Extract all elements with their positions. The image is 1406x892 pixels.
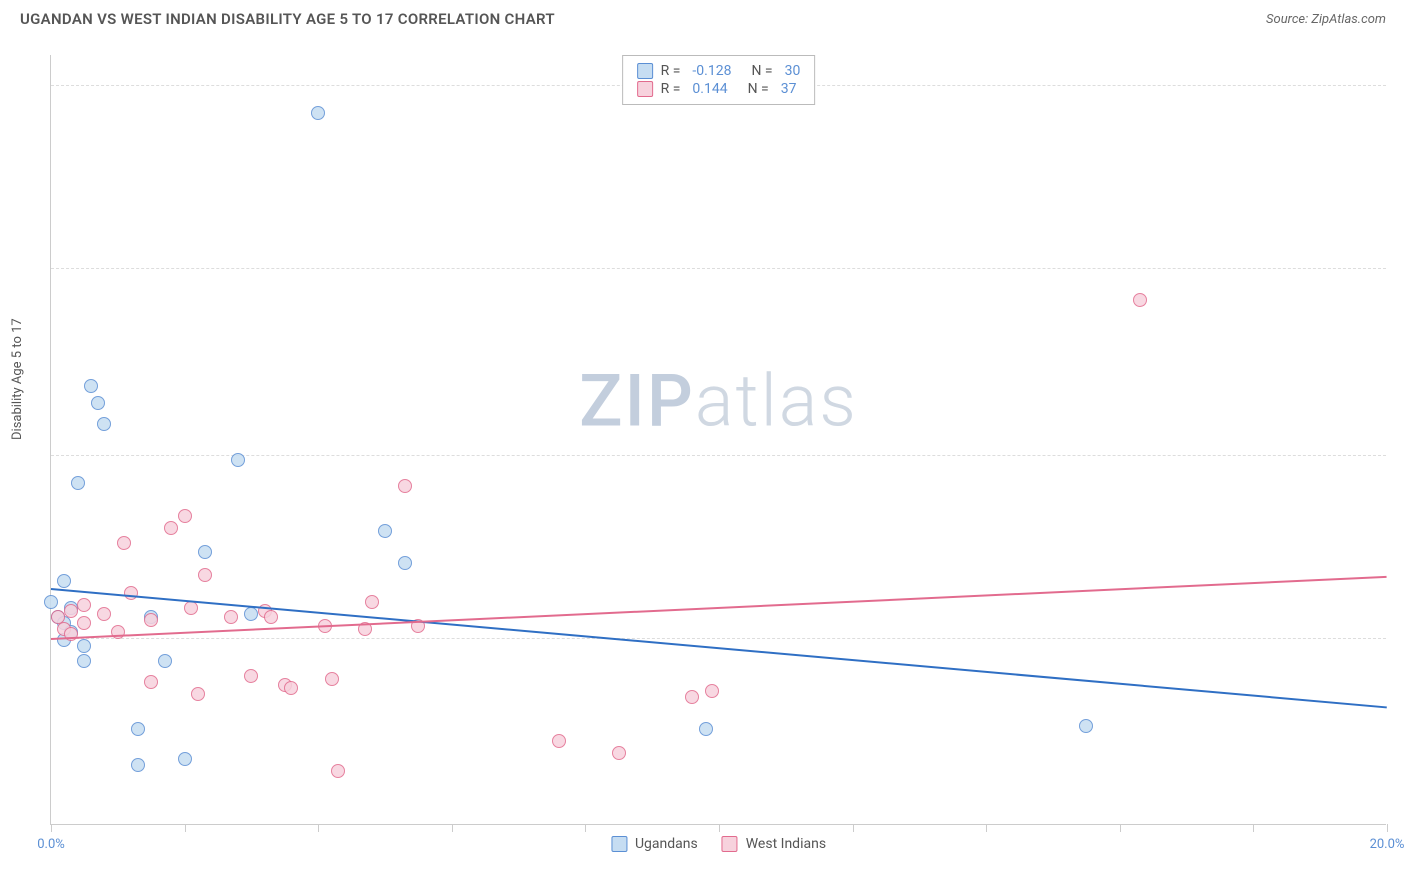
x-tick (585, 824, 586, 832)
data-point (365, 595, 379, 609)
x-tick-label: 0.0% (37, 837, 65, 852)
data-point (178, 752, 192, 766)
data-point (224, 610, 238, 624)
x-tick (719, 824, 720, 832)
data-point (44, 595, 58, 609)
data-point (77, 639, 91, 653)
data-point (198, 568, 212, 582)
x-tick (986, 824, 987, 832)
gridline (51, 268, 1386, 269)
data-point (398, 479, 412, 493)
x-tick (452, 824, 453, 832)
data-point (331, 764, 345, 778)
data-point (552, 734, 566, 748)
data-point (178, 509, 192, 523)
source-label: Source: ZipAtlas.com (1266, 12, 1386, 27)
data-point (64, 604, 78, 618)
legend-swatch-ugandans (637, 63, 653, 79)
x-tick (1253, 824, 1254, 832)
data-point (198, 545, 212, 559)
data-point (1133, 293, 1147, 307)
data-point (325, 672, 339, 686)
scatter-chart: ZIPatlas R = -0.128 N = 30 R = 0.144 N =… (50, 55, 1386, 825)
data-point (77, 616, 91, 630)
data-point (231, 453, 245, 467)
correlation-legend: R = -0.128 N = 30 R = 0.144 N = 37 (622, 55, 816, 105)
data-point (57, 574, 71, 588)
legend-item-west-indians: West Indians (722, 836, 826, 852)
series-legend: Ugandans West Indians (611, 836, 826, 852)
legend-swatch-icon (611, 836, 627, 852)
x-tick (318, 824, 319, 832)
data-point (705, 684, 719, 698)
data-point (1079, 719, 1093, 733)
data-point (71, 476, 85, 490)
x-tick (51, 824, 52, 832)
data-point (612, 746, 626, 760)
data-point (311, 106, 325, 120)
watermark: ZIPatlas (579, 359, 858, 444)
data-point (699, 722, 713, 736)
x-tick (1387, 824, 1388, 832)
data-point (398, 556, 412, 570)
gridline (51, 455, 1386, 456)
legend-row-west-indians: R = 0.144 N = 37 (637, 80, 801, 98)
x-tick (1120, 824, 1121, 832)
legend-swatch-icon (722, 836, 738, 852)
data-point (685, 690, 699, 704)
data-point (158, 654, 172, 668)
data-point (164, 521, 178, 535)
legend-swatch-west-indians (637, 81, 653, 97)
x-tick (853, 824, 854, 832)
y-tick-label: 6.3% (1392, 631, 1406, 646)
data-point (284, 681, 298, 695)
data-point (264, 610, 278, 624)
data-point (244, 669, 258, 683)
gridline (51, 638, 1386, 639)
data-point (144, 675, 158, 689)
data-point (91, 396, 105, 410)
data-point (378, 524, 392, 538)
data-point (77, 654, 91, 668)
y-axis-label: Disability Age 5 to 17 (10, 318, 25, 440)
legend-row-ugandans: R = -0.128 N = 30 (637, 62, 801, 80)
x-tick (185, 824, 186, 832)
y-tick-label: 18.8% (1392, 261, 1406, 276)
chart-title: UGANDAN VS WEST INDIAN DISABILITY AGE 5 … (20, 10, 555, 28)
data-point (131, 758, 145, 772)
data-point (77, 598, 91, 612)
data-point (131, 722, 145, 736)
y-tick-label: 12.5% (1392, 447, 1406, 462)
data-point (64, 627, 78, 641)
x-tick-label: 20.0% (1370, 837, 1405, 852)
y-tick-label: 25.0% (1392, 77, 1406, 92)
data-point (117, 536, 131, 550)
data-point (191, 687, 205, 701)
data-point (144, 613, 158, 627)
data-point (244, 607, 258, 621)
data-point (84, 379, 98, 393)
legend-item-ugandans: Ugandans (611, 836, 698, 852)
data-point (97, 607, 111, 621)
data-point (97, 417, 111, 431)
data-point (124, 586, 138, 600)
